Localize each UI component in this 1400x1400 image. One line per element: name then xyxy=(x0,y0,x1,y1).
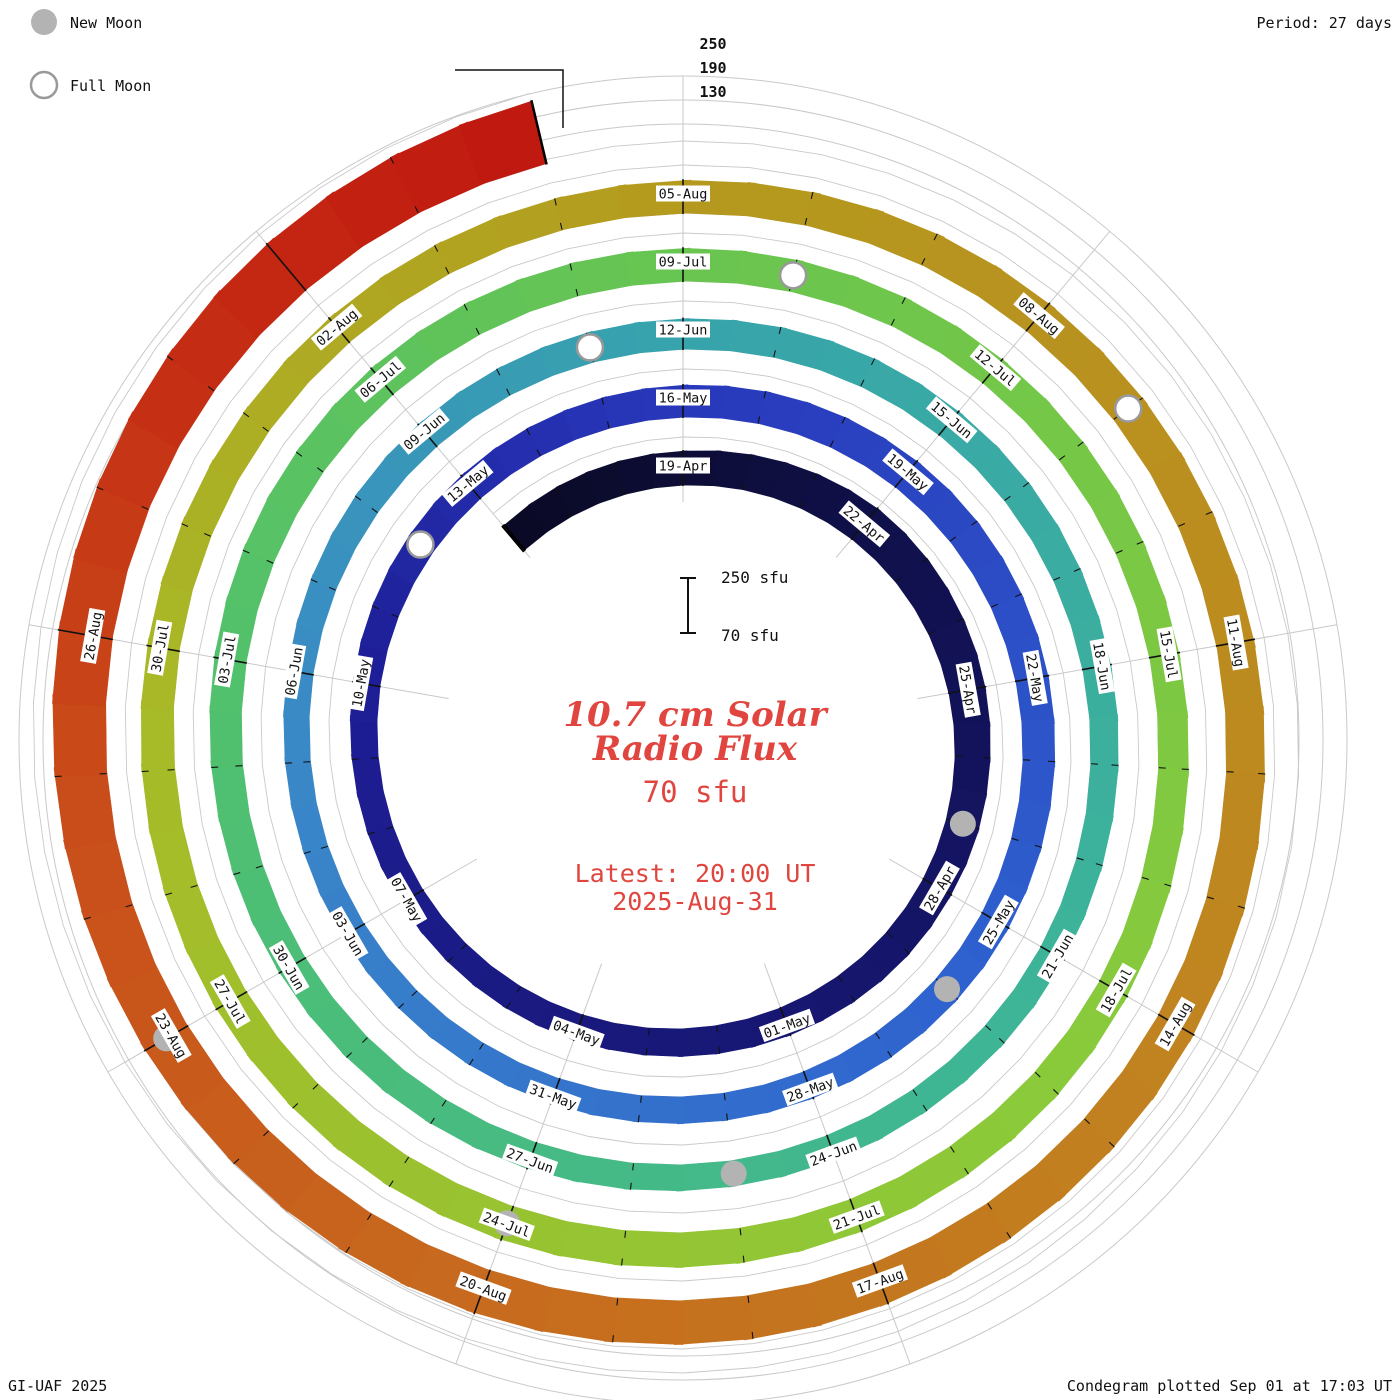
plotted-timestamp: Condegram plotted Sep 01 at 17:03 UT xyxy=(1067,1377,1392,1395)
full-moon-marker xyxy=(406,530,435,559)
band-end-cap xyxy=(530,99,548,165)
svg-text:19-Apr: 19-Apr xyxy=(659,459,708,475)
current-flux-value: 70 sfu xyxy=(643,775,748,809)
scale-bracket xyxy=(455,69,564,128)
spiral-gridline xyxy=(56,116,1276,1350)
full-moon-marker xyxy=(1113,394,1143,423)
new-moon-legend-icon xyxy=(31,9,57,35)
new-moon-legend-label: New Moon xyxy=(70,14,142,32)
latest-date-label: 2025-Aug-31 xyxy=(612,887,778,916)
radial-scale-130: 130 xyxy=(699,83,726,101)
scalebar-bottom-label: 70 sfu xyxy=(721,626,779,645)
chart-title-line2: Radio Flux xyxy=(592,729,798,769)
date-label: 05-Aug xyxy=(656,185,710,203)
new-moon-marker xyxy=(949,810,976,837)
scalebar-top-label: 250 sfu xyxy=(721,568,788,587)
radial-spoke xyxy=(917,624,1337,700)
new-moon-marker xyxy=(720,1160,747,1187)
date-label: 09-Jul xyxy=(656,253,710,271)
svg-text:12-Jun: 12-Jun xyxy=(659,323,708,339)
date-label: 16-May xyxy=(656,389,710,407)
date-label: 12-Jun xyxy=(656,321,710,339)
full-moon-legend-label: Full Moon xyxy=(70,77,151,95)
new-moon-marker xyxy=(934,976,961,1003)
svg-text:09-Jul: 09-Jul xyxy=(659,255,708,271)
svg-text:16-May: 16-May xyxy=(659,391,708,407)
radial-scale-190: 190 xyxy=(699,59,726,77)
full-moon-marker xyxy=(575,333,605,362)
moon-phase-markers xyxy=(153,261,1143,1237)
radial-scale-250: 250 xyxy=(699,35,726,53)
flux-scalebar: 250 sfu 70 sfu xyxy=(680,568,788,645)
radial-spoke xyxy=(835,231,1111,559)
chart-title-line1: 10.7 cm Solar xyxy=(563,695,828,735)
svg-text:05-Aug: 05-Aug xyxy=(659,187,708,203)
credit-label: GI-UAF 2025 xyxy=(8,1377,107,1395)
period-label: Period: 27 days xyxy=(1257,14,1392,32)
full-moon-marker xyxy=(778,261,808,290)
latest-time-label: Latest: 20:00 UT xyxy=(575,859,816,888)
date-label: 19-Apr xyxy=(656,457,710,475)
full-moon-legend-icon xyxy=(29,70,59,100)
